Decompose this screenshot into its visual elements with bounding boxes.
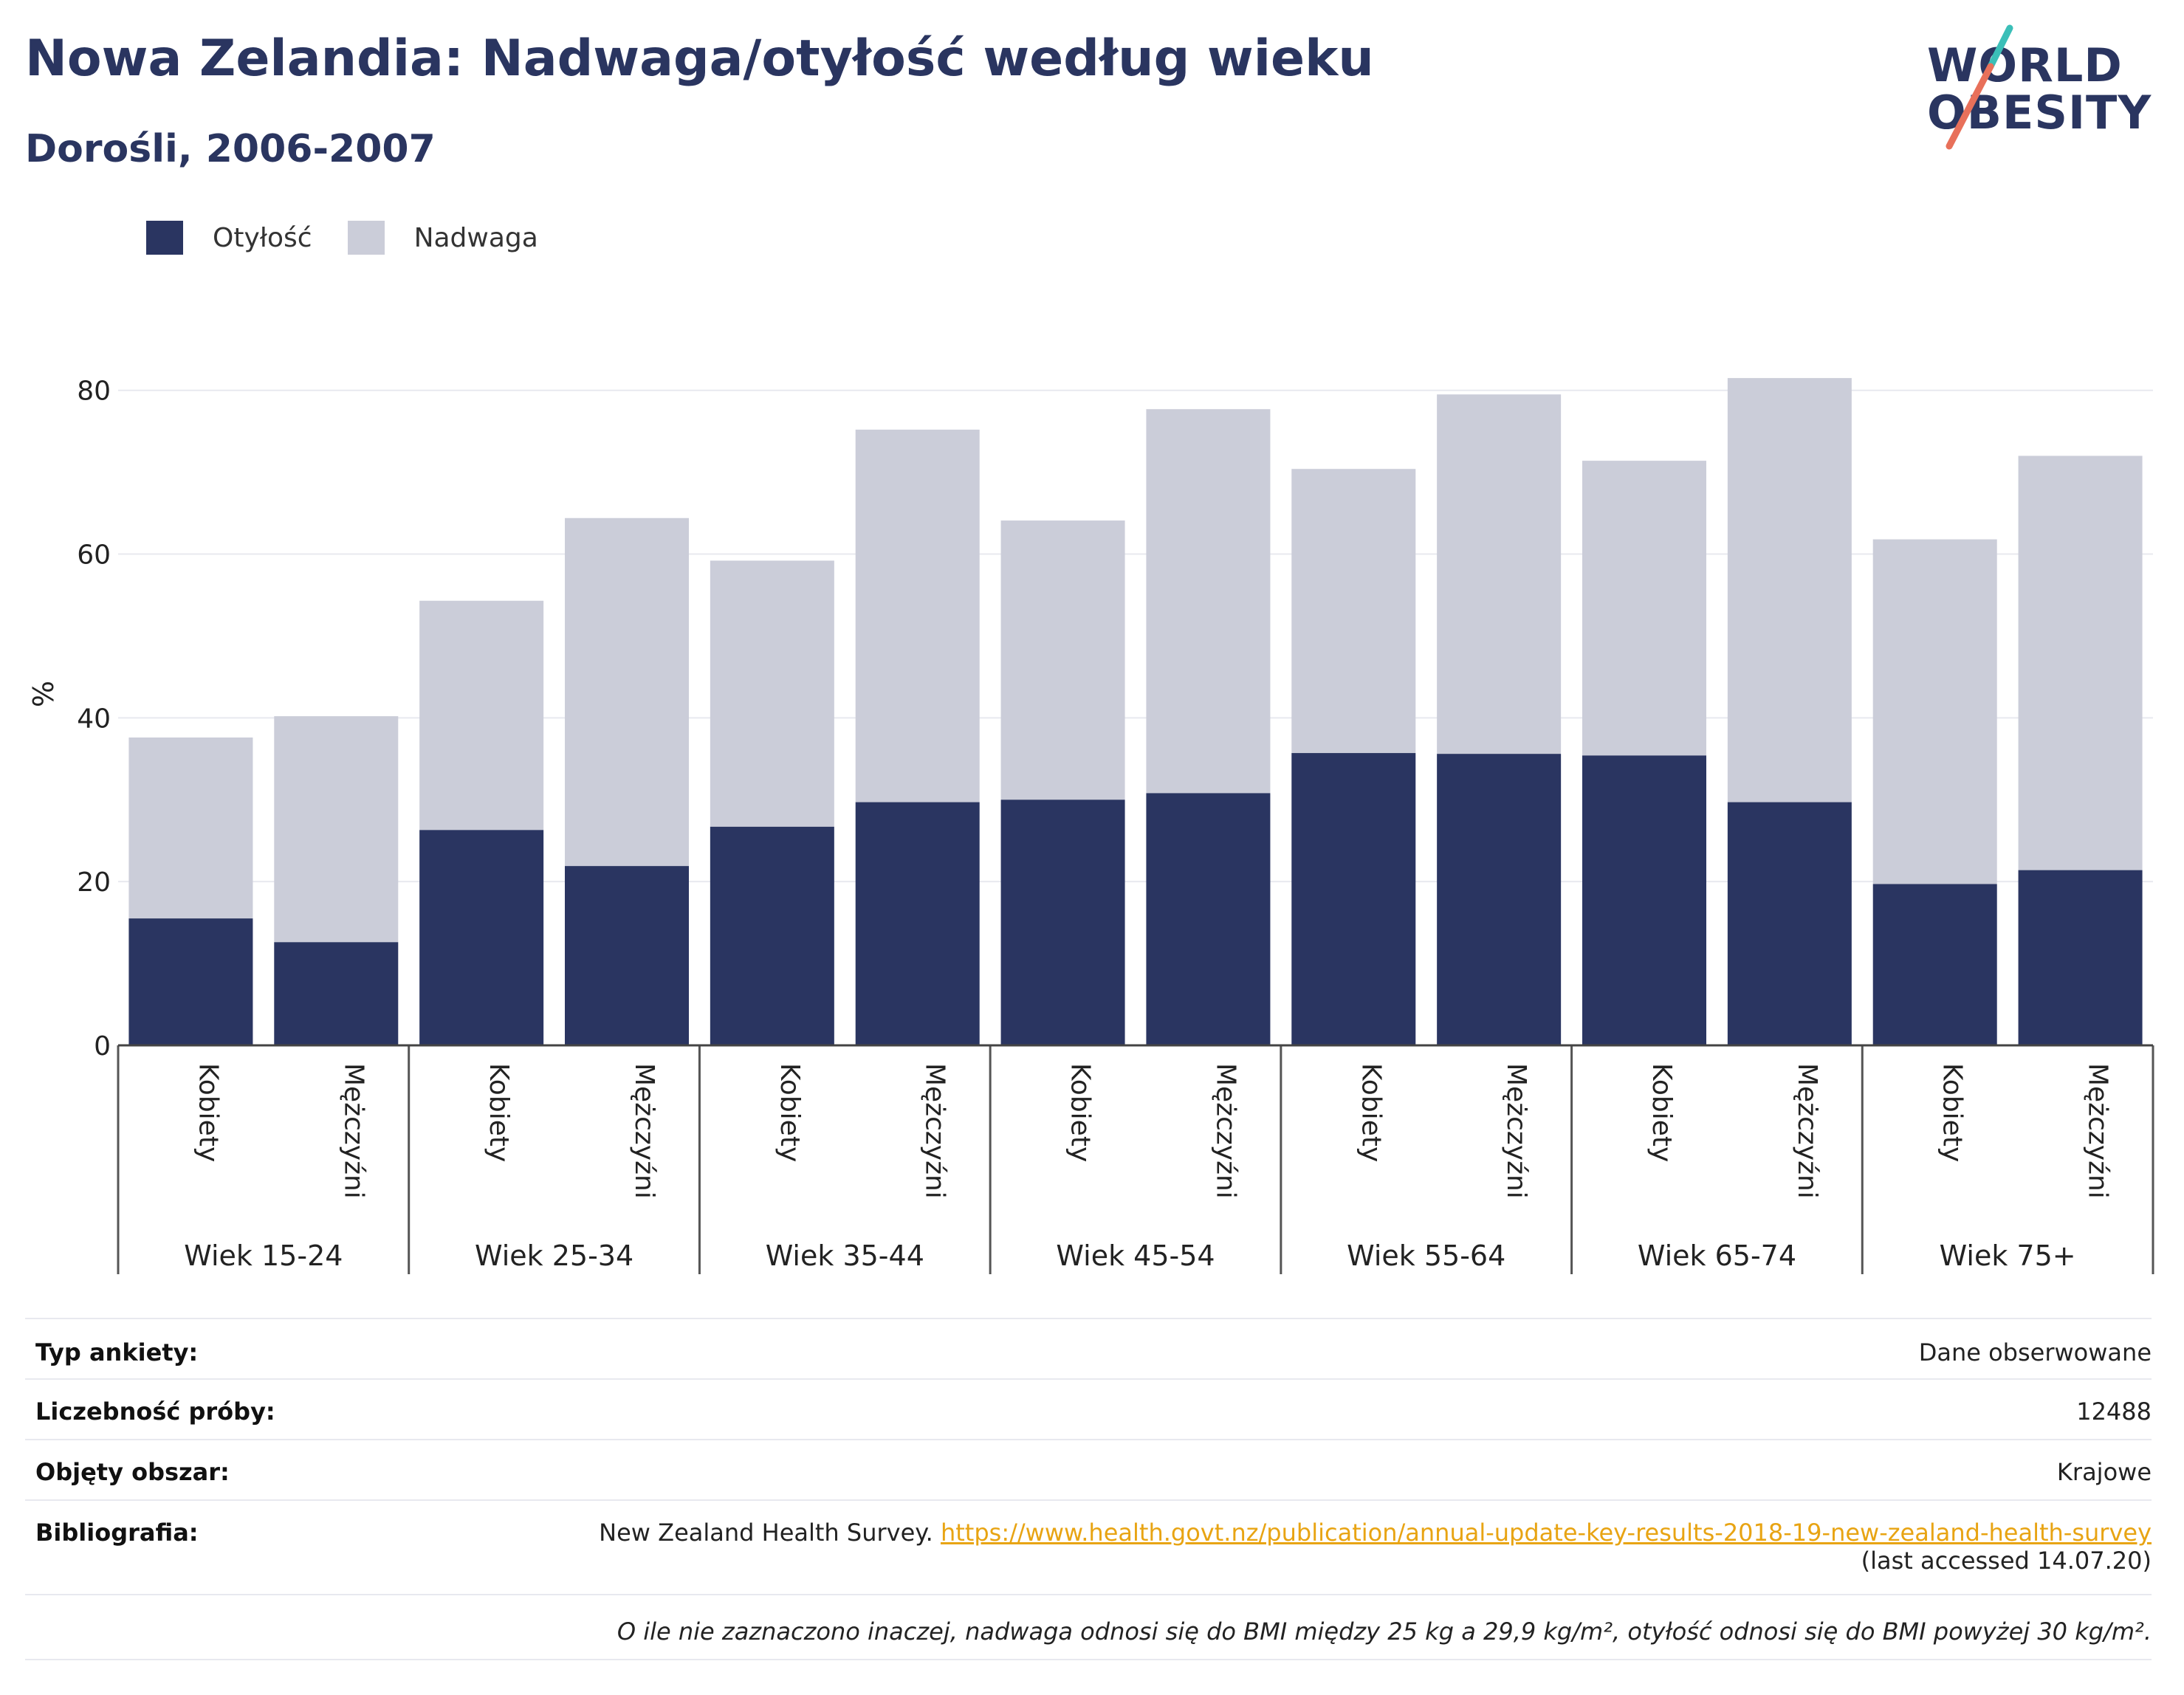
x-group-label: Wiek 65-74 (1638, 1240, 1796, 1272)
info-row-sample-size: Liczebność próby: 12488 (25, 1378, 2152, 1439)
y-axis-label: % (27, 681, 60, 707)
info-row-area: Objęty obszar: Krajowe (25, 1439, 2152, 1499)
area-value: Krajowe (2056, 1458, 2152, 1486)
definition-note: O ile nie zaznaczono inaczej, nadwaga od… (617, 1617, 2152, 1646)
x-tick-label-sex: Mężczyźni (629, 1063, 659, 1199)
x-tick-label-sex: Mężczyźni (920, 1063, 950, 1199)
y-tick-label: 80 (77, 377, 111, 407)
world-obesity-logo: WORLD OBESITY (1927, 22, 2163, 155)
legend-label-obesity: Otyłość (213, 222, 312, 253)
info-row-note: O ile nie zaznaczono inaczej, nadwaga od… (25, 1594, 2152, 1660)
x-tick-label-sex: Mężczyźni (1792, 1063, 1822, 1199)
logo-text-line1: WORLD (1927, 38, 2123, 92)
bar-overweight (2018, 455, 2143, 870)
chart-title: Nowa Zelandia: Nadwaga/otyłość według wi… (25, 30, 1374, 88)
y-tick-label: 60 (77, 540, 111, 571)
bar-obesity (710, 826, 834, 1045)
bar-obesity (565, 866, 689, 1045)
legend-item-overweight[interactable]: Nadwaga (347, 221, 538, 255)
area-label: Objęty obszar: (35, 1458, 230, 1486)
logo-slash-icon (1946, 24, 2013, 150)
bar-obesity (1727, 802, 1852, 1045)
x-group-label: Wiek 75+ (1940, 1240, 2076, 1272)
legend-item-obesity[interactable]: Otyłość (146, 221, 312, 255)
x-group-label: Wiek 55-64 (1347, 1240, 1505, 1272)
bar-overweight (1437, 394, 1562, 754)
bar-obesity (1291, 753, 1416, 1045)
bar-obesity (1872, 884, 1997, 1045)
survey-type-label: Typ ankiety: (35, 1338, 199, 1366)
x-group-label: Wiek 45-54 (1056, 1240, 1215, 1272)
x-tick-label-sex: Kobiety (484, 1063, 514, 1162)
x-group-label: Wiek 25-34 (475, 1240, 633, 1272)
survey-type-value: Dane obserwowane (1918, 1338, 2152, 1366)
sample-size-label: Liczebność próby: (35, 1397, 275, 1426)
y-tick-label: 20 (77, 867, 111, 898)
x-tick-label-sex: Kobiety (1646, 1063, 1677, 1162)
legend-swatch-obesity (146, 221, 183, 255)
bibliography-accessed: (last accessed 14.07.20) (1861, 1547, 2152, 1575)
x-tick-label-sex: Kobiety (1937, 1063, 1968, 1162)
x-tick-label-sex: Mężczyźni (2083, 1063, 2113, 1199)
bar-obesity (1437, 754, 1562, 1045)
bar-obesity (855, 802, 980, 1045)
bar-overweight (1582, 461, 1706, 756)
x-tick-label-sex: Kobiety (775, 1063, 805, 1162)
bibliography-label: Bibliografia: (35, 1519, 199, 1547)
info-table: Typ ankiety: Dane obserwowane Liczebność… (25, 1318, 2152, 1660)
y-tick-label: 40 (77, 704, 111, 734)
bar-obesity (274, 942, 399, 1045)
legend-label-overweight: Nadwaga (413, 222, 538, 253)
bar-overweight (1146, 409, 1271, 794)
x-group-label: Wiek 35-44 (766, 1240, 924, 1272)
y-tick-label: 0 (94, 1031, 111, 1062)
sample-size-value: 12488 (2076, 1397, 2152, 1426)
bar-overweight (1291, 469, 1416, 754)
bibliography-link[interactable]: https://www.health.govt.nz/publication/a… (940, 1519, 2152, 1547)
bar-obesity (1582, 755, 1706, 1045)
bar-overweight (855, 429, 980, 802)
info-row-survey-type: Typ ankiety: Dane obserwowane (25, 1318, 2152, 1378)
legend-swatch-overweight (347, 221, 385, 255)
bar-overweight (419, 600, 544, 831)
bar-overweight (128, 737, 253, 919)
x-tick-label-sex: Mężczyźni (338, 1063, 368, 1199)
x-group-label: Wiek 15-24 (184, 1240, 343, 1272)
bar-obesity (128, 918, 253, 1045)
bar-overweight (274, 716, 399, 943)
bar-obesity (1146, 793, 1271, 1045)
bar-overweight (565, 518, 689, 867)
bar-overweight (1872, 539, 1997, 884)
info-row-bibliography: Bibliografia: New Zealand Health Survey.… (25, 1499, 2152, 1594)
bar-obesity (419, 830, 544, 1045)
bar-chart: 0 20 40 60 80% Kobiety Mężczyźni Wiek 15-24 Kobi… (27, 377, 2154, 1274)
chart-subtitle: Dorośli, 2006-2007 (25, 127, 436, 171)
bar-overweight (1727, 378, 1852, 802)
bar-obesity (2018, 870, 2143, 1045)
bar-overweight (710, 560, 834, 827)
chart-legend: Otyłość Nadwaga (146, 219, 574, 257)
x-tick-label-sex: Mężczyźni (1501, 1063, 1531, 1199)
x-tick-label-sex: Kobiety (1356, 1063, 1386, 1162)
bibliography-source: New Zealand Health Survey. (599, 1519, 933, 1547)
bar-obesity (1000, 800, 1125, 1045)
bar-overweight (1000, 520, 1125, 800)
bibliography-value: New Zealand Health Survey. https://www.h… (599, 1519, 2152, 1575)
x-tick-label-sex: Kobiety (1065, 1063, 1096, 1162)
x-tick-label-sex: Kobiety (193, 1063, 223, 1162)
x-tick-label-sex: Mężczyźni (1210, 1063, 1240, 1199)
